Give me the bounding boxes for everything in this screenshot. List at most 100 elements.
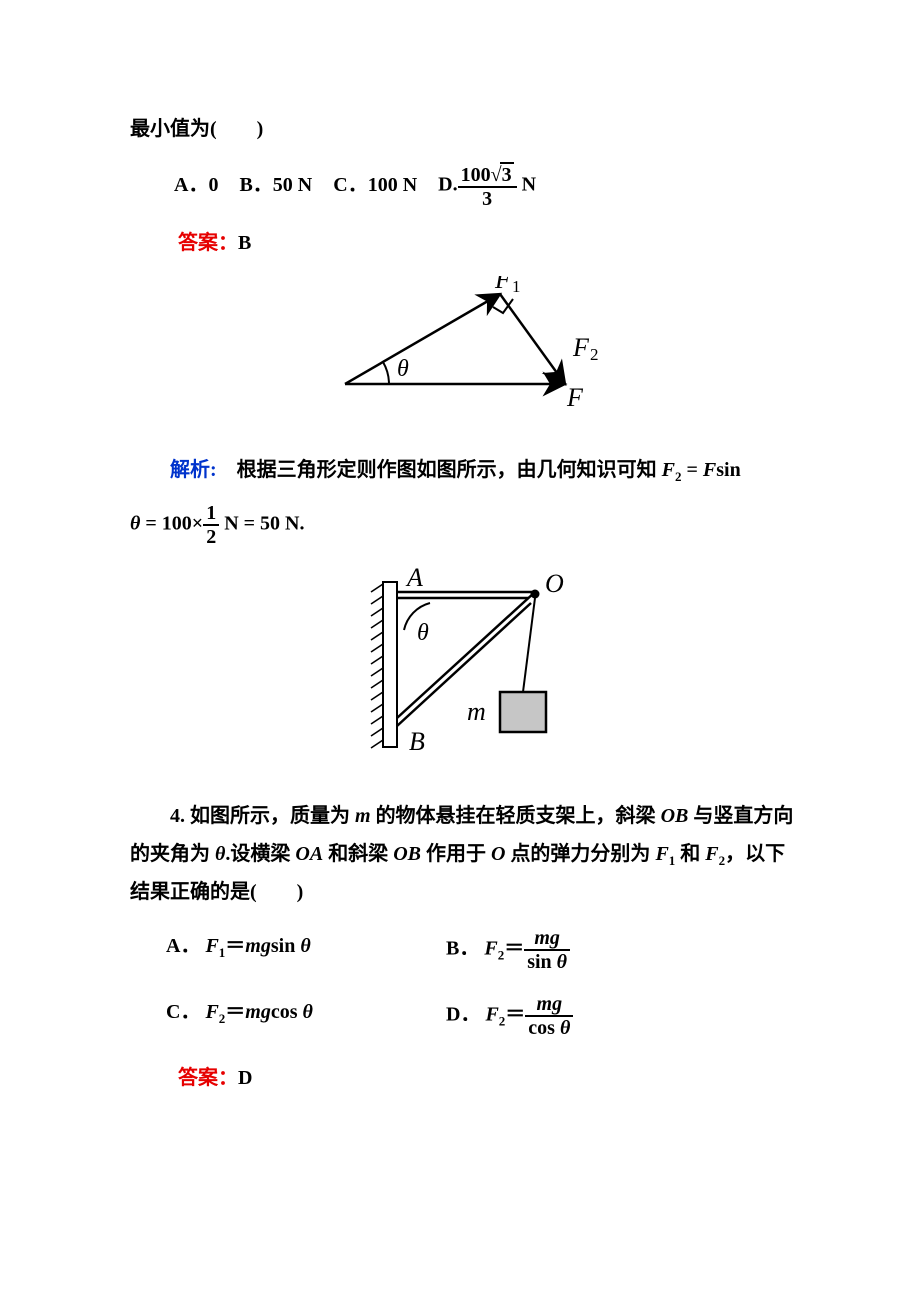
q4-opt-a: A． F1＝mgsin θ [166, 927, 446, 973]
d-den-cos: cos [528, 1017, 560, 1039]
q3-opt-d: D. 100√3 3 N [438, 162, 536, 210]
c-cos: cos [271, 1001, 303, 1023]
q3-options: A．0 B．50 N C．100 N D. 100√3 3 N [174, 162, 800, 210]
c-mg: mg [245, 1001, 271, 1023]
q4-F1: F [655, 843, 668, 865]
opt-d-frac: 100√3 3 [458, 162, 517, 210]
prefix: D． [446, 1004, 480, 1026]
q4-OB: OB [661, 805, 689, 827]
b-den-sin: sin [527, 951, 556, 973]
c-eq: ＝ [225, 1001, 245, 1023]
q4-stem: 4. 如图所示，质量为 m 的物体悬挂在轻质支架上，斜梁 OB 与竖直方向的夹角… [130, 797, 800, 912]
prefix: C． [333, 174, 367, 196]
exp-F2: F [662, 459, 675, 481]
svg-text:F: F [566, 383, 584, 412]
q4-t7: 点的弹力分别为 [505, 843, 655, 865]
a-F: F [205, 935, 218, 957]
l2-theta: θ [130, 512, 140, 534]
prefix: D. [438, 174, 457, 196]
svg-text:m: m [467, 697, 486, 726]
q4-OA: OA [295, 843, 323, 865]
d-unit: N [517, 174, 536, 196]
b-F: F [484, 938, 497, 960]
q4-OB2: OB [393, 843, 421, 865]
d-num: 100 [461, 164, 491, 186]
d-eq: ＝ [505, 1004, 525, 1026]
svg-text:1: 1 [512, 277, 521, 296]
svg-text:O: O [545, 569, 564, 598]
prefix: C． [166, 1001, 200, 1023]
c-th: θ [303, 1001, 313, 1023]
q4-bracket-svg: A O B θ m [345, 562, 585, 762]
prefix: A． [174, 174, 208, 196]
answer-label: 答案： [178, 232, 238, 254]
q4-t4: 设横梁 [230, 843, 295, 865]
answer-label: 答案： [178, 1067, 238, 1089]
d-den-th: θ [560, 1017, 570, 1039]
q4-num: 4. [170, 805, 185, 827]
q4-figure: A O B θ m [130, 562, 800, 775]
b-frac: mg sin θ [524, 927, 570, 973]
q4-opt-d: D． F2＝ mg cos θ [446, 993, 726, 1039]
opt-c-val: 100 N [368, 174, 417, 196]
b-eq: ＝ [504, 938, 524, 960]
l2-eq: = 100× [140, 512, 203, 534]
q4-t2: 的物体悬挂在轻质支架上，斜梁 [371, 805, 661, 827]
a-eq: ＝ [225, 935, 245, 957]
svg-text:θ: θ [417, 620, 429, 646]
l2-den: 2 [203, 524, 219, 548]
svg-text:F: F [494, 276, 512, 294]
a-mg: mg [245, 935, 271, 957]
opt-b-val: 50 N [273, 174, 312, 196]
q4-F2: F [705, 843, 718, 865]
svg-text:2: 2 [590, 345, 599, 364]
q4-t1: 如图所示，质量为 [185, 805, 355, 827]
a-th: θ [300, 935, 310, 957]
q3-opt-b: B．50 N [239, 166, 312, 204]
c-F: F [205, 1001, 218, 1023]
d-sqrt: 3 [500, 162, 514, 186]
q4-t5: 和斜梁 [323, 843, 393, 865]
q3-explain-line2: θ = 100×12 N = 50 N. [130, 502, 800, 548]
prefix: B． [446, 938, 479, 960]
exp-sin: sin [716, 459, 740, 481]
q4-options: A． F1＝mgsin θ B． F2＝ mg sin θ C． F2＝mgco… [166, 927, 726, 1039]
q3-stem: 最小值为( ) [130, 110, 800, 148]
explain-label: 解析: [170, 459, 217, 481]
svg-text:θ: θ [397, 356, 409, 382]
l2-num: 1 [203, 502, 219, 524]
d-den: 3 [458, 186, 517, 210]
svg-text:B: B [409, 727, 425, 756]
q3-force-triangle-svg: θ F 1 F 2 F [315, 276, 615, 416]
answer-value: B [238, 232, 251, 254]
d-num: mg [537, 993, 563, 1015]
q4-theta: θ [215, 843, 225, 865]
q4-and: 和 [675, 843, 705, 865]
q4-m: m [355, 805, 371, 827]
opt-a-val: 0 [208, 174, 218, 196]
q4-O: O [491, 843, 505, 865]
d-frac: mg cos θ [525, 993, 573, 1039]
q4-opt-c: C． F2＝mgcos θ [166, 993, 446, 1039]
svg-text:A: A [405, 563, 423, 592]
b-den-th: θ [557, 951, 567, 973]
q3-opt-a: A．0 [174, 166, 218, 204]
l2-tail: N = 50 N. [219, 512, 304, 534]
d-F: F [485, 1004, 498, 1026]
q4-opt-b: B． F2＝ mg sin θ [446, 927, 726, 973]
exp-FsinF: F [703, 459, 716, 481]
q3-answer: 答案：B [178, 224, 800, 262]
prefix: B． [239, 174, 272, 196]
q4-t6: 作用于 [421, 843, 491, 865]
q3-opt-c: C．100 N [333, 166, 417, 204]
q3-explain-line1: 解析: 根据三角形定则作图如图所示，由几何知识可知 F2 = Fsin [130, 451, 800, 490]
svg-text:F: F [572, 333, 590, 362]
exp-pre: 根据三角形定则作图如图所示，由几何知识可知 [217, 459, 662, 481]
answer-value: D [238, 1067, 252, 1089]
q3-figure: θ F 1 F 2 F [130, 276, 800, 429]
exp-eq1: = [682, 459, 703, 481]
page: 最小值为( ) A．0 B．50 N C．100 N D. 100√3 3 N … [0, 0, 920, 1302]
a-sin: sin [271, 935, 300, 957]
prefix: A． [166, 935, 200, 957]
q4-answer: 答案：D [178, 1059, 800, 1097]
